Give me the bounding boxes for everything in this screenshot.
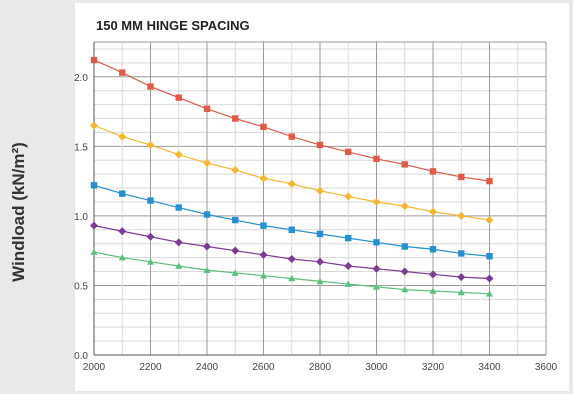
data-point [260, 272, 267, 279]
data-point [457, 211, 466, 220]
data-point [203, 242, 211, 251]
data-point [231, 246, 240, 255]
x-tick-label: 3200 [422, 362, 445, 373]
data-point [231, 269, 239, 276]
data-point [288, 274, 296, 282]
data-point [259, 174, 268, 183]
data-point [458, 173, 465, 181]
chart-panel [75, 3, 569, 391]
data-point [203, 266, 211, 273]
data-point [373, 155, 380, 163]
data-point [175, 94, 182, 101]
data-point [457, 273, 466, 282]
data-point [429, 246, 437, 253]
data-point [287, 255, 296, 264]
x-tick-label: 2600 [252, 362, 275, 373]
data-point [287, 179, 296, 188]
x-tick-label: 2200 [139, 362, 162, 373]
data-point [458, 250, 465, 257]
data-point [401, 243, 408, 250]
y-tick-label: 0.5 [74, 281, 88, 292]
data-point [203, 159, 211, 168]
data-point [203, 105, 211, 112]
data-point [316, 230, 324, 238]
data-point [288, 226, 295, 233]
data-point [90, 56, 98, 64]
data-point [118, 132, 127, 141]
data-point [259, 250, 268, 259]
x-tick-label: 3400 [478, 362, 501, 373]
data-point [90, 248, 98, 255]
data-point [429, 270, 437, 279]
data-point [175, 262, 183, 269]
x-tick-label: 3000 [365, 362, 388, 373]
y-tick-label: 2.0 [74, 73, 88, 84]
x-tick-label: 3600 [535, 362, 558, 373]
data-point [344, 261, 353, 270]
data-point [373, 239, 380, 246]
data-point [344, 192, 353, 201]
data-point [147, 83, 154, 90]
data-point [146, 140, 155, 149]
data-point [231, 165, 240, 174]
data-point [146, 232, 155, 241]
data-point [457, 288, 465, 296]
data-point [486, 290, 493, 297]
data-point [316, 257, 324, 266]
x-tick-label: 2000 [83, 362, 106, 373]
data-point [372, 197, 381, 206]
data-point [429, 168, 437, 175]
data-point [316, 186, 324, 195]
data-point [90, 121, 98, 130]
data-point [118, 227, 127, 236]
y-tick-label: 0.0 [74, 351, 88, 362]
x-tick-label: 2400 [196, 362, 219, 373]
data-point [232, 115, 239, 122]
data-point [486, 177, 493, 185]
data-point [119, 190, 126, 197]
data-point [486, 253, 493, 260]
data-point [260, 123, 267, 131]
data-point [401, 161, 408, 168]
data-point [485, 216, 494, 225]
data-point [345, 234, 352, 242]
data-point [203, 211, 211, 218]
data-point [147, 197, 154, 204]
data-point [400, 202, 409, 211]
data-point [119, 69, 126, 76]
data-point [401, 286, 409, 293]
y-tick-label: 1.5 [74, 142, 88, 153]
data-point [90, 221, 98, 230]
data-point [175, 204, 182, 211]
data-point [345, 148, 352, 156]
data-point [344, 280, 352, 287]
data-point [174, 150, 183, 159]
x-tick-label: 2800 [309, 362, 332, 373]
data-point [90, 182, 98, 189]
data-point [260, 222, 267, 229]
data-point [174, 238, 183, 247]
data-point [372, 264, 381, 273]
data-point [232, 216, 239, 224]
data-point [485, 274, 494, 283]
data-point [316, 277, 324, 285]
data-point [288, 133, 295, 140]
data-point [118, 254, 126, 261]
data-point [316, 141, 324, 149]
chart-title: 150 MM HINGE SPACING [96, 18, 250, 33]
data-point [429, 207, 437, 216]
data-point [429, 287, 437, 294]
data-point [373, 283, 380, 290]
data-point [400, 267, 409, 276]
data-point [147, 258, 154, 265]
y-tick-label: 1.0 [74, 212, 88, 223]
